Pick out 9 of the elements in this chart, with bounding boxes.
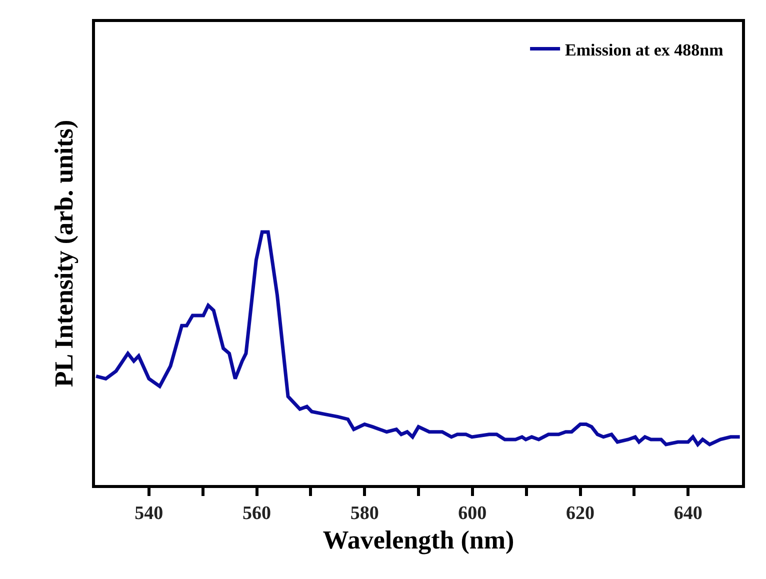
x-tick-label: 560 (242, 502, 271, 524)
x-tick-label: 600 (458, 502, 487, 524)
x-axis-title: Wavelength (nm) (322, 526, 514, 554)
legend-label: Emission at ex 488nm (565, 40, 724, 60)
x-tick-label: 540 (134, 502, 164, 524)
y-axis-title: PL Intensity (arb. units) (49, 120, 78, 388)
x-tick-label: 640 (674, 502, 702, 524)
x-tick-label: 620 (566, 502, 594, 524)
x-tick-label: 580 (350, 502, 379, 524)
